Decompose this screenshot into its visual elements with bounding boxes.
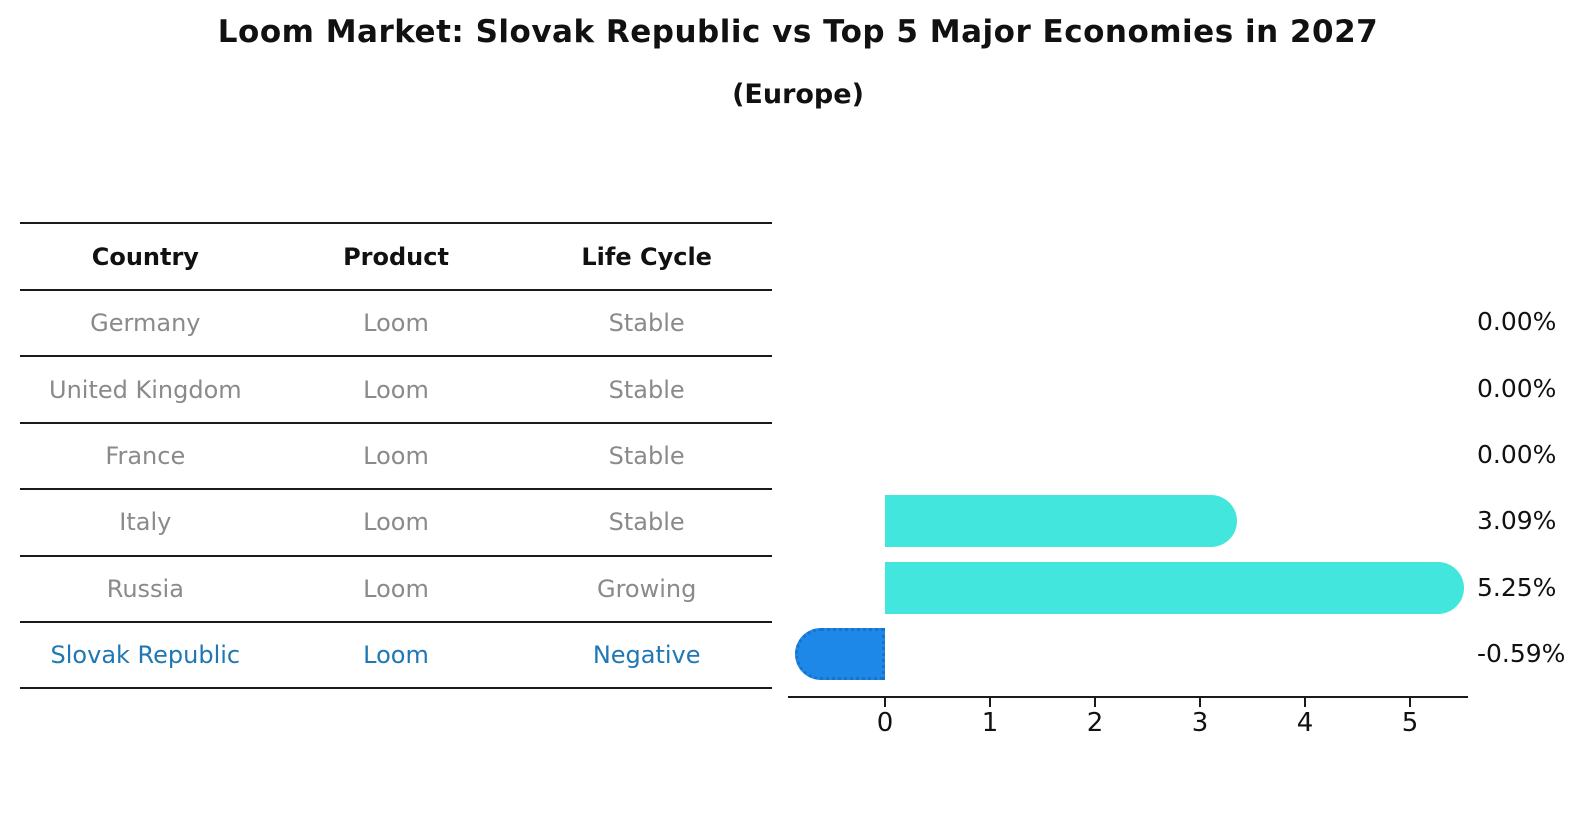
table-row-france: France Loom Stable xyxy=(20,424,772,491)
value-label-germany: 0.00% xyxy=(1477,307,1557,337)
value-label-slovak-republic: -0.59% xyxy=(1477,639,1566,669)
chart-title: Loom Market: Slovak Republic vs Top 5 Ma… xyxy=(217,14,1379,50)
x-tick-label: 4 xyxy=(1296,708,1314,738)
table-cell-life_cycle: Negative xyxy=(592,641,701,670)
table-cell-country: Russia xyxy=(106,574,184,603)
table-row-italy: Italy Loom Stable xyxy=(20,490,772,557)
table-row-united-kingdom: United Kingdom Loom Stable xyxy=(20,357,772,424)
table-row-germany: Germany Loom Stable xyxy=(20,291,772,358)
table-cell-country: Germany xyxy=(90,309,201,338)
table-cell-life_cycle: Stable xyxy=(608,508,685,537)
x-tick-label: 0 xyxy=(876,708,894,738)
country-table: Country Product Life Cycle Germany Loom Stab… xyxy=(20,222,772,690)
bar-russia xyxy=(885,561,1465,614)
table-cell-product: Loom xyxy=(363,574,429,603)
table-cell-life_cycle: Growing xyxy=(596,574,697,603)
table-cell-product: Loom xyxy=(363,641,429,670)
x-axis-line xyxy=(788,696,1468,698)
chart-subtitle: (Europe) xyxy=(732,79,864,110)
x-tick xyxy=(1199,698,1201,707)
value-label-france: 0.00% xyxy=(1477,440,1557,469)
value-label-italy: 3.09% xyxy=(1477,506,1557,536)
table-cell-life_cycle: Stable xyxy=(608,309,685,338)
value-label-russia: 5.25% xyxy=(1477,572,1557,602)
table-row-slovak-republic: Slovak Republic Loom Negative xyxy=(20,623,772,690)
bar-slovak-republic xyxy=(795,628,885,681)
table-cell-product: Loom xyxy=(363,508,429,537)
x-tick xyxy=(1094,698,1096,707)
table-header-product: Product xyxy=(343,242,449,271)
table-cell-country: Slovak Republic xyxy=(50,641,241,670)
table-row-russia: Russia Loom Growing xyxy=(20,557,772,623)
table-cell-life_cycle: Stable xyxy=(608,375,685,404)
x-tick-label: 5 xyxy=(1401,708,1419,738)
table-cell-life_cycle: Stable xyxy=(608,441,685,470)
table-cell-product: Loom xyxy=(363,441,429,470)
table-cell-product: Loom xyxy=(363,309,429,338)
value-label-united-kingdom: 0.00% xyxy=(1477,373,1557,403)
x-tick xyxy=(1409,698,1411,707)
x-tick-label: 1 xyxy=(981,708,999,738)
bar-italy xyxy=(885,495,1238,548)
x-tick xyxy=(884,698,886,707)
table-cell-country: United Kingdom xyxy=(49,375,242,404)
table-header-row: Country Product Life Cycle xyxy=(20,224,772,291)
table-cell-product: Loom xyxy=(363,375,429,404)
table-header-life-cycle: Life Cycle xyxy=(581,242,712,271)
x-tick xyxy=(1304,698,1306,707)
x-tick-label: 2 xyxy=(1086,708,1104,738)
table-header-country: Country xyxy=(91,242,199,271)
table-cell-country: Italy xyxy=(119,508,172,537)
x-tick xyxy=(989,698,991,707)
table-cell-country: France xyxy=(105,441,186,470)
x-tick-label: 3 xyxy=(1191,708,1209,738)
